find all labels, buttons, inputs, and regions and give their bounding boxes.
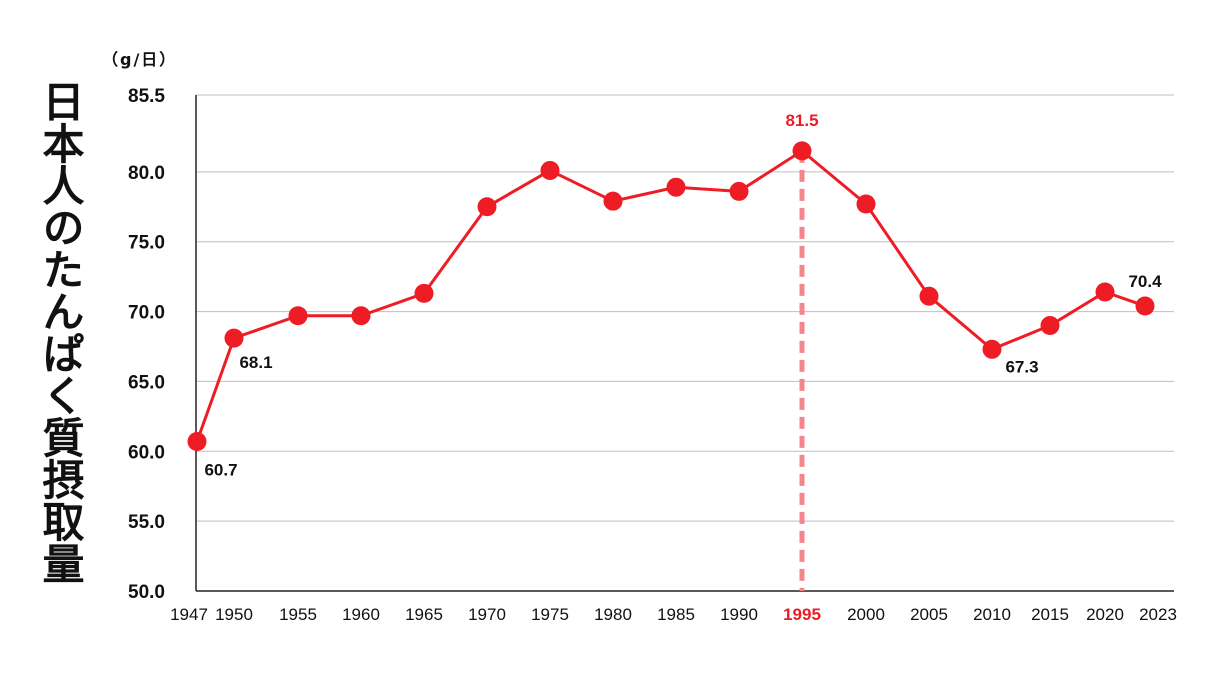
y-tick-label: 70.0: [128, 303, 165, 324]
data-label: 81.5: [785, 111, 818, 130]
y-tick-label: 60.0: [128, 442, 165, 463]
chart-title: 日本人のたんぱく質摂取量: [36, 80, 85, 584]
x-tick-label: 2020: [1086, 605, 1124, 624]
data-point: [919, 286, 939, 306]
x-tick-label: 1955: [279, 605, 317, 624]
x-tick-label: 1995: [783, 605, 821, 624]
data-point: [224, 328, 244, 348]
y-tick-label: 75.0: [128, 233, 165, 254]
data-point: [351, 306, 371, 326]
data-label: 60.7: [204, 461, 237, 480]
x-tick-label: 1975: [531, 605, 569, 624]
x-tick-label: 1990: [720, 605, 758, 624]
x-tick-label: 1980: [594, 605, 632, 624]
data-point: [187, 432, 207, 452]
unit-label: （g/日）: [102, 50, 178, 69]
data-point: [666, 177, 686, 197]
data-label: 67.3: [1005, 357, 1038, 376]
data-point: [540, 160, 560, 180]
labels: 50.0 55.0 60.0 65.0 70.0 75.0 80.0 85.5 1947 1950…: [128, 86, 1177, 624]
y-tick-label: 55.0: [128, 512, 165, 533]
data-point: [414, 283, 434, 303]
data-point: [477, 197, 497, 217]
x-tick-label: 2015: [1031, 605, 1069, 624]
data-points: [187, 141, 1155, 452]
x-tick-label: 2010: [973, 605, 1011, 624]
data-point: [288, 306, 308, 326]
axes: [195, 95, 1174, 592]
data-label: 68.1: [239, 353, 272, 372]
data-point: [1040, 316, 1060, 336]
grid-lines: [196, 94, 1174, 522]
x-tick-label: 1947: [170, 605, 208, 624]
data-point: [856, 194, 876, 214]
x-tick-label: 1970: [468, 605, 506, 624]
x-tick-label: 1950: [215, 605, 253, 624]
data-point: [603, 191, 623, 211]
data-point: [1095, 282, 1115, 302]
data-point: [792, 141, 812, 161]
y-tick-label: 65.0: [128, 372, 165, 393]
y-tick-label: 85.5: [128, 86, 165, 107]
x-tick-label: 2000: [847, 605, 885, 624]
y-tick-label: 50.0: [128, 582, 165, 603]
data-point: [729, 181, 749, 201]
x-tick-label: 2023: [1139, 605, 1177, 624]
data-label: 70.4: [1128, 272, 1162, 291]
y-tick-label: 80.0: [128, 163, 165, 184]
x-tick-label: 2005: [910, 605, 948, 624]
x-tick-label: 1985: [657, 605, 695, 624]
data-point: [1135, 296, 1155, 316]
x-tick-label: 1965: [405, 605, 443, 624]
data-point: [982, 339, 1002, 359]
x-tick-label: 1960: [342, 605, 380, 624]
